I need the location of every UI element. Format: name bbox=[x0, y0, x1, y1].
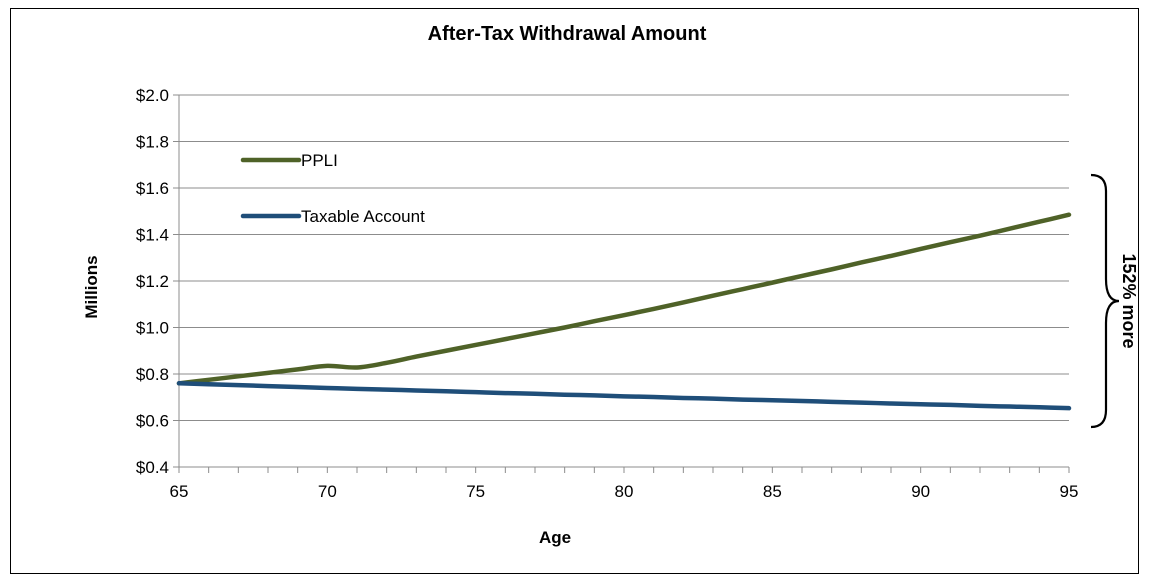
gridlines bbox=[179, 94, 1069, 421]
legend: PPLI Taxable Account bbox=[240, 151, 425, 226]
y-tick-label: $0.6 bbox=[136, 412, 169, 431]
series-line-taxable-account bbox=[176, 381, 1072, 411]
x-tick-label: 75 bbox=[466, 482, 485, 501]
chart-title: After-Tax Withdrawal Amount bbox=[428, 23, 707, 45]
line-chart: After-Tax Withdrawal Amount $0.4 $0.6 $0.8… bbox=[82, 23, 1139, 547]
axes bbox=[173, 94, 1070, 473]
y-tick-label: $1.0 bbox=[136, 319, 169, 338]
brace-icon bbox=[1090, 173, 1120, 429]
x-tick-label: 85 bbox=[763, 482, 782, 501]
y-axis-title: Millions bbox=[82, 255, 101, 318]
y-tick-labels: $0.4 $0.6 $0.8 $1.0 $1.2 $1.4 $1.6 $1.8 $2.0 bbox=[136, 86, 169, 477]
y-tick-label: $1.8 bbox=[136, 133, 169, 152]
y-tick-label: $2.0 bbox=[136, 86, 169, 105]
x-tick-label: 65 bbox=[170, 482, 189, 501]
legend-label-ppli: PPLI bbox=[301, 151, 338, 170]
x-tick-label: 70 bbox=[318, 482, 337, 501]
legend-label-taxable-account: Taxable Account bbox=[301, 207, 425, 226]
y-tick-label: $1.2 bbox=[136, 272, 169, 291]
y-tick-label: $1.6 bbox=[136, 179, 169, 198]
annotation-label: 152% more bbox=[1119, 253, 1139, 348]
series-line-ppli bbox=[176, 212, 1072, 386]
x-axis-title: Age bbox=[539, 528, 571, 547]
y-tick-label: $1.4 bbox=[136, 226, 169, 245]
x-tick-label: 95 bbox=[1060, 482, 1079, 501]
y-tick-label: $0.8 bbox=[136, 365, 169, 384]
x-tick-label: 90 bbox=[911, 482, 930, 501]
y-tick-label: $0.4 bbox=[136, 458, 169, 477]
x-tick-label: 80 bbox=[615, 482, 634, 501]
series-lines bbox=[176, 212, 1072, 411]
x-tick-labels: 65 70 75 80 85 90 95 bbox=[170, 482, 1079, 501]
chart-frame: After-Tax Withdrawal Amount $0.4 $0.6 $0.8… bbox=[10, 8, 1139, 574]
